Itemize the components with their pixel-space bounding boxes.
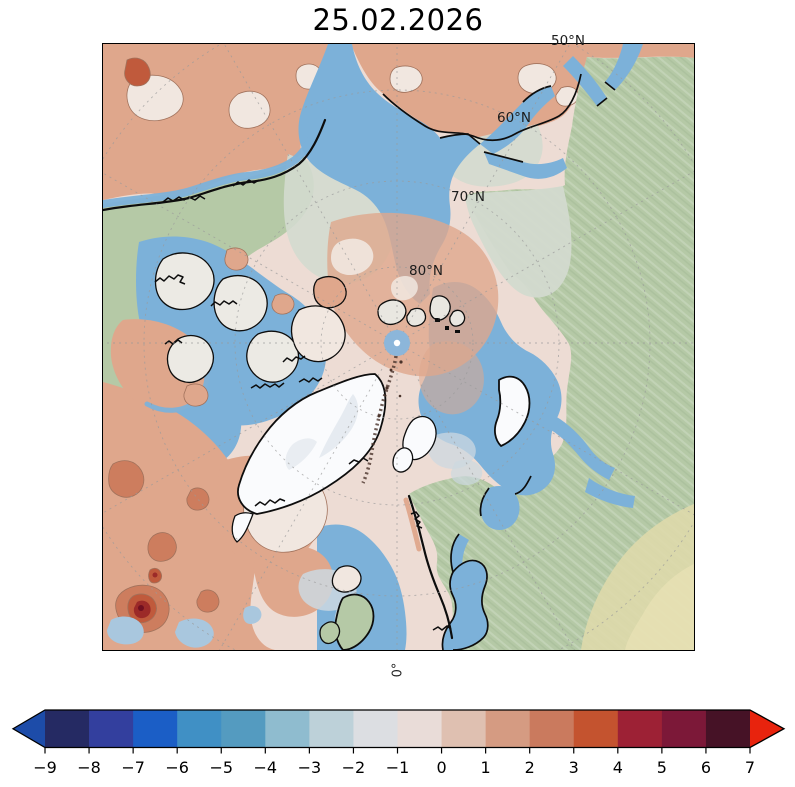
lat-label-50n: 50°N [550, 33, 586, 49]
svg-text:−7: −7 [121, 758, 145, 777]
colorbar-tick-labels: −9 −8 −7 −6 −5 −4 −3 −2 −1 0 1 2 3 4 5 6… [33, 758, 755, 777]
white-sea [480, 486, 520, 530]
north-pole-marker [384, 330, 410, 356]
svg-text:5: 5 [657, 758, 667, 777]
svg-text:0: 0 [436, 758, 446, 777]
british-isles [319, 593, 375, 650]
lon-label-0deg: 0° [390, 662, 406, 678]
colorbar: −9 −8 −7 −6 −5 −4 −3 −2 −1 0 1 2 3 4 5 6… [0, 703, 795, 783]
svg-text:2: 2 [525, 758, 535, 777]
colorbar-over-arrow [750, 710, 784, 748]
colorbar-gradient [11, 709, 786, 749]
svg-text:−2: −2 [342, 758, 366, 777]
novaya-zemlya [494, 375, 531, 447]
siberian-coast-water-strip [103, 114, 325, 208]
steppe-lowlands [581, 504, 694, 650]
plot-title: 25.02.2026 [312, 3, 484, 37]
svg-text:6: 6 [701, 758, 711, 777]
svg-text:−1: −1 [386, 758, 410, 777]
siberia-warm-spot [124, 57, 151, 87]
pole-side-islets [377, 299, 427, 327]
baltic-sea [442, 560, 488, 650]
colorbar-ticks [44, 747, 751, 754]
graticule [103, 44, 694, 650]
svg-text:4: 4 [613, 758, 623, 777]
svg-text:−9: −9 [33, 758, 57, 777]
central-pale-patches [331, 238, 418, 301]
svg-text:7: 7 [745, 758, 755, 777]
svalbard-islands [392, 415, 437, 473]
lat-label-70n: 70°N [450, 189, 486, 205]
colorbar-under-arrow [13, 710, 45, 748]
svg-text:−5: −5 [209, 758, 233, 777]
coastlines [103, 73, 616, 650]
svg-text:−3: −3 [298, 758, 322, 777]
iceland [331, 565, 362, 593]
lat-label-80n: 80°N [408, 263, 444, 279]
arctic-map [103, 44, 694, 650]
greenland-ice-sheet [231, 373, 387, 543]
svg-text:3: 3 [569, 758, 579, 777]
svg-text:−6: −6 [165, 758, 189, 777]
cold-pool-patches [107, 605, 262, 648]
svg-text:1: 1 [481, 758, 491, 777]
lat-label-60n: 60°N [496, 110, 532, 126]
speckle-streak [361, 355, 403, 484]
svg-text:−8: −8 [77, 758, 101, 777]
franz-josef-severnaya [429, 295, 466, 333]
svg-text:−4: −4 [254, 758, 278, 777]
map-panel [102, 43, 695, 651]
siberia-pale-patches [126, 63, 579, 129]
